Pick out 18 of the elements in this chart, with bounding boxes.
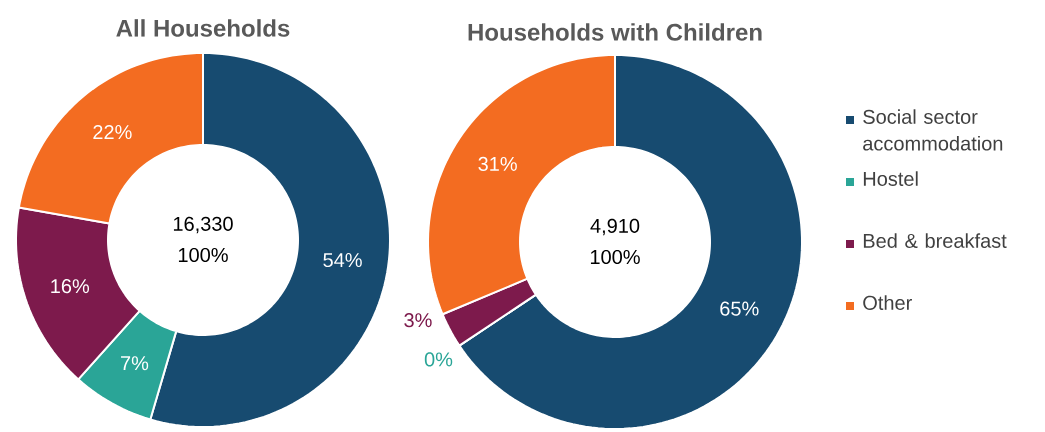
data-label: 54% (323, 253, 362, 268)
data-label: 22% (93, 124, 132, 140)
text: 100% (590, 249, 640, 265)
data-label: 16% (51, 279, 90, 294)
text: 0% (424, 352, 453, 367)
data-label: 31% (478, 156, 517, 171)
data-label: 65% (720, 301, 759, 316)
chart-title: All Households (116, 19, 290, 37)
data-label: 3% (404, 313, 432, 328)
data-label: 7% (121, 356, 149, 371)
legend-label: Bed & breakfast (863, 233, 1007, 248)
text: 4,910 (590, 218, 640, 236)
legend-label: Hostel (863, 171, 918, 186)
text: 100% (178, 247, 228, 263)
legend-label: Other (863, 295, 912, 310)
legend-label: Social sector accommodation (863, 109, 1003, 151)
text: 16,330 (173, 216, 233, 234)
chart-title: Households with Children (468, 23, 762, 41)
